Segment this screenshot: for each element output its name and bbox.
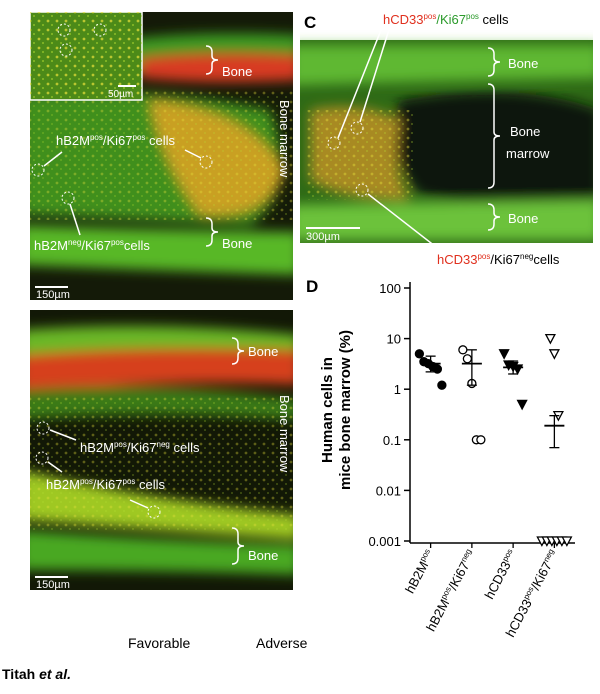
cell-label: hCD33pos/Ki67pos cells <box>383 12 509 27</box>
cell-label: hB2Mpos/Ki67neg cells <box>80 440 200 455</box>
bone-marrow-label: Bone marrow <box>277 100 292 178</box>
y-tick-label: 0.001 <box>368 534 401 549</box>
point <box>548 349 560 360</box>
plot: 0.001 0.01 0.1 1 10 100 hB2MposhB2Mpos/Ki67neg… <box>368 281 573 640</box>
cell-label: hB2Mpos/Ki67pos cells <box>56 133 176 148</box>
bone-label: Bone <box>508 211 538 226</box>
y-tick-label: 0.01 <box>376 483 401 498</box>
point <box>432 364 443 374</box>
author-credit: Titah et al. <box>2 666 71 682</box>
y-axis-title: mice bone marrow (%) <box>337 330 354 490</box>
bone-label: Bone <box>248 548 278 563</box>
bone-marrow-label: Bone marrow <box>277 395 292 473</box>
point <box>437 380 447 390</box>
scale-label: 300µm <box>306 231 340 243</box>
scale-label: 150µm <box>36 289 70 301</box>
x-tick-label: hCD33pos <box>481 547 519 601</box>
group-label: Adverse <box>256 635 308 651</box>
panel-a-image <box>30 12 293 300</box>
group-label: Favorable <box>128 635 190 651</box>
y-tick-label: 10 <box>387 332 401 347</box>
cell-label: hB2Mneg/Ki67poscells <box>34 238 150 253</box>
y-tick-label: 0.1 <box>383 433 401 448</box>
point <box>516 399 528 411</box>
y-axis-title: Human cells in <box>319 357 336 463</box>
point <box>476 435 486 445</box>
point <box>462 354 473 364</box>
bone-marrow-label: Bone <box>510 124 540 139</box>
point <box>544 333 556 345</box>
cell-label: hCD33pos/Ki67negcells <box>437 252 560 267</box>
point <box>561 536 573 547</box>
point <box>458 345 468 355</box>
y-tick-label: 100 <box>379 281 401 296</box>
y-tick-label: 1 <box>394 382 401 397</box>
panel-c-image <box>300 19 593 243</box>
x-tick-label: hB2Mpos/Ki67neg <box>423 547 478 633</box>
panel-letter: C <box>304 13 316 32</box>
cell-label: hB2Mpos/Ki67pos cells <box>46 477 166 492</box>
bone-label: Bone <box>248 344 278 359</box>
point <box>414 349 425 359</box>
bone-marrow-label: marrow <box>506 146 550 161</box>
scale-label: 150µm <box>36 579 70 591</box>
panel-letter: D <box>306 277 318 296</box>
bone-label: Bone <box>508 56 538 71</box>
bone-label: Bone <box>222 236 252 251</box>
scale-label: 50µm <box>108 89 133 100</box>
panel-b-image <box>30 310 293 590</box>
point <box>498 349 510 360</box>
bone-label: Bone <box>222 64 252 79</box>
x-tick-label: hB2Mpos <box>402 547 437 595</box>
x-tick-label: hCD33pos/Ki67neg <box>503 547 561 639</box>
